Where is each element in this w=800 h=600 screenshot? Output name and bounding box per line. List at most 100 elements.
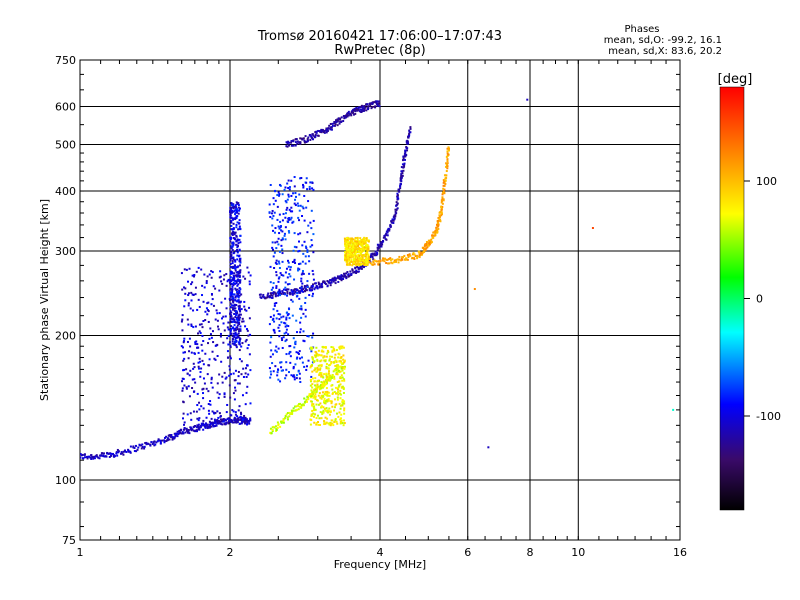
data-point	[427, 243, 430, 246]
data-point	[284, 271, 287, 274]
data-point	[287, 221, 290, 224]
data-point	[367, 247, 370, 250]
data-point	[279, 425, 282, 428]
data-point	[389, 225, 392, 228]
data-point	[165, 439, 168, 442]
data-point	[212, 341, 215, 344]
data-point	[238, 291, 241, 294]
data-point	[403, 162, 406, 165]
data-point	[277, 237, 280, 240]
data-point	[314, 408, 317, 411]
data-point	[235, 207, 238, 210]
data-point	[323, 397, 326, 400]
data-point	[372, 258, 375, 261]
data-point	[301, 272, 304, 275]
data-point	[293, 260, 296, 263]
data-point	[234, 411, 237, 414]
data-point	[233, 309, 236, 312]
data-point	[322, 409, 325, 412]
data-point	[235, 344, 238, 347]
data-point	[238, 405, 241, 408]
data-point	[272, 197, 275, 200]
data-point	[275, 301, 278, 304]
data-point	[405, 154, 408, 157]
data-point	[285, 208, 288, 211]
data-point	[269, 292, 272, 295]
data-point	[245, 418, 248, 421]
data-point	[308, 272, 311, 275]
data-point	[329, 424, 332, 427]
data-point	[301, 205, 304, 208]
data-point	[391, 218, 394, 221]
data-point	[233, 343, 236, 346]
data-point	[444, 182, 447, 185]
data-point	[373, 259, 376, 262]
data-point	[230, 203, 233, 206]
data-point	[226, 326, 229, 329]
data-point	[208, 337, 211, 340]
data-point	[336, 392, 339, 395]
data-point	[272, 214, 275, 217]
data-point	[233, 312, 236, 315]
data-point	[222, 278, 225, 281]
data-point	[440, 206, 443, 209]
data-point	[338, 360, 341, 363]
data-point	[397, 189, 400, 192]
data-point	[279, 291, 282, 294]
data-point	[398, 255, 401, 258]
data-point	[333, 369, 336, 372]
data-point	[238, 342, 241, 345]
data-point	[194, 425, 197, 428]
data-point	[246, 266, 249, 269]
data-point	[274, 227, 277, 230]
data-point	[340, 116, 343, 119]
data-point	[269, 295, 272, 298]
data-point	[232, 281, 235, 284]
data-point	[211, 350, 214, 353]
data-point	[402, 157, 405, 160]
data-point	[203, 286, 206, 289]
data-point	[229, 254, 232, 257]
data-point	[280, 273, 283, 276]
data-point	[284, 226, 287, 229]
data-point	[267, 292, 270, 295]
data-point	[313, 288, 316, 291]
data-point	[232, 410, 235, 413]
data-point	[294, 138, 297, 141]
data-point	[286, 290, 289, 293]
data-point	[236, 221, 239, 224]
data-point	[324, 129, 327, 132]
data-point	[280, 316, 283, 319]
data-point	[380, 245, 383, 248]
data-point	[190, 283, 193, 286]
data-point	[292, 289, 295, 292]
data-point	[284, 414, 287, 417]
data-point	[248, 283, 251, 286]
data-point	[338, 411, 341, 414]
data-point	[414, 255, 417, 258]
data-point	[232, 293, 235, 296]
data-point	[346, 253, 349, 256]
data-point	[418, 256, 421, 259]
data-point	[238, 287, 241, 290]
data-point	[273, 211, 276, 214]
data-point	[172, 436, 175, 439]
data-point	[313, 388, 316, 391]
data-point	[229, 238, 232, 241]
data-point	[232, 284, 235, 287]
data-point	[239, 329, 242, 332]
data-point	[302, 252, 305, 255]
data-point	[348, 256, 351, 259]
data-point	[234, 296, 237, 299]
data-point	[233, 324, 236, 327]
y-tick-label: 500	[55, 139, 76, 152]
data-point	[355, 270, 358, 273]
data-point	[185, 268, 188, 271]
data-point	[328, 358, 331, 361]
data-point	[324, 393, 327, 396]
data-point	[315, 403, 318, 406]
data-point	[343, 365, 346, 368]
data-point	[354, 112, 357, 115]
data-point	[303, 194, 306, 197]
